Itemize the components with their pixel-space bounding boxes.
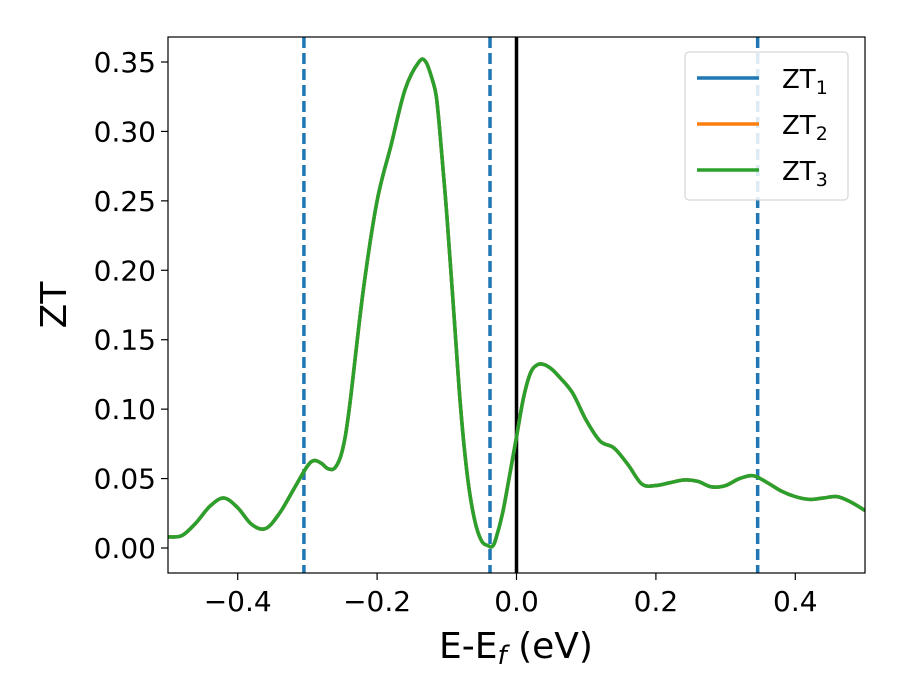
x-tick-label: −0.4 [204,585,272,618]
y-tick-label: 0.35 [94,46,156,79]
y-tick-label: 0.20 [94,254,156,287]
x-tick-label: −0.2 [343,585,411,618]
series-line-zt3 [168,57,865,549]
y-tick-label: 0.15 [94,324,156,357]
legend: ZT1 ZT2 ZT3 [684,51,849,201]
legend-box [684,51,849,201]
legend-label-zt3: ZT3 [782,157,828,191]
y-tick-label: 0.10 [94,393,156,426]
x-axis-label: E-Ef (eV) [439,626,593,671]
y-axis-label: ZT [34,281,75,329]
y-tick-label: 0.00 [94,532,156,565]
y-tick-label: 0.25 [94,185,156,218]
y-axis-ticks: 0.00 0.05 0.10 0.15 0.20 0.25 0.30 0.35 [94,46,168,565]
y-tick-label: 0.05 [94,463,156,496]
x-axis-ticks: −0.4 −0.2 0.0 0.2 0.4 [204,573,818,618]
legend-label-zt2: ZT2 [782,111,828,145]
legend-label-zt1: ZT1 [782,65,828,99]
y-tick-label: 0.30 [94,115,156,148]
x-tick-label: 0.2 [634,585,679,618]
x-tick-label: 0.0 [494,585,539,618]
series-layer [168,57,865,549]
x-tick-label: 0.4 [773,585,818,618]
